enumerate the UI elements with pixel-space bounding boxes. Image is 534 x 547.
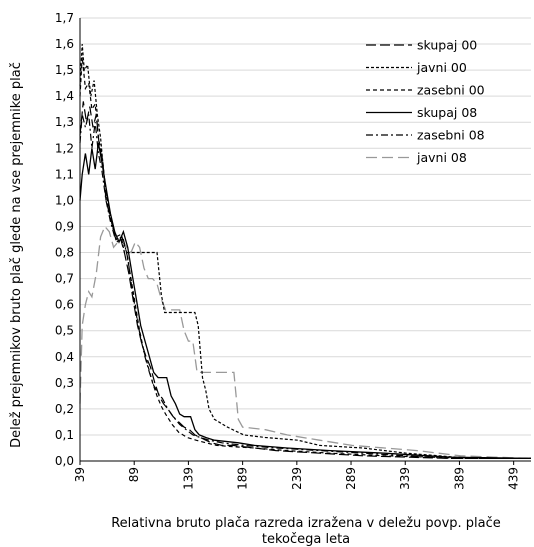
- y-tick-label: 1,3: [55, 115, 74, 129]
- y-tick-label: 1,6: [55, 37, 74, 51]
- y-tick-label: 0,6: [55, 298, 74, 312]
- legend-label: javni 00: [416, 60, 467, 75]
- x-tick-label: 39: [73, 467, 87, 482]
- x-tick-label: 289: [344, 467, 358, 490]
- legend-label: zasebni 00: [417, 83, 485, 98]
- x-axis-title-line-1: Relativna bruto plača razreda izražena v…: [111, 516, 501, 531]
- legend-label: skupaj 08: [417, 105, 477, 120]
- x-tick-label: 339: [398, 467, 412, 490]
- y-axis-title: Delež prejemnikov bruto plač glede na vs…: [9, 62, 24, 448]
- x-tick-label: 89: [127, 467, 141, 482]
- x-tick-label: 139: [181, 467, 195, 490]
- y-tick-label: 1,4: [55, 89, 74, 103]
- y-tick-label: 0,4: [55, 350, 74, 364]
- y-tick-label: 0,8: [55, 246, 74, 260]
- x-tick-label: 239: [290, 467, 304, 490]
- y-tick-label: 1,7: [55, 11, 74, 25]
- legend-label: javni 08: [416, 150, 467, 165]
- y-tick-label: 1,1: [55, 167, 74, 181]
- y-tick-label: 0,2: [55, 402, 74, 416]
- x-tick-labels: 39 89 139 189 239 289 339 389 439: [73, 461, 521, 490]
- y-tick-label: 1,5: [55, 63, 74, 77]
- y-tick-label: 0,9: [55, 219, 74, 233]
- y-tick-label: 0,5: [55, 324, 74, 338]
- x-axis-title-line-2: tekočega leta: [262, 532, 350, 547]
- legend-label: zasebni 08: [417, 128, 485, 143]
- y-tick-label: 1,2: [55, 141, 74, 155]
- gridlines: [80, 17, 531, 436]
- legend-label: skupaj 00: [417, 38, 477, 53]
- series-line-skupaj-08: [79, 142, 532, 460]
- x-tick-label: 439: [507, 467, 521, 490]
- series-line-javni-08: [79, 225, 532, 460]
- axes: [79, 18, 531, 462]
- y-tick-label: 0,1: [55, 428, 74, 442]
- series-line-zasebni-08: [79, 114, 531, 459]
- y-tick-label: 0,7: [55, 272, 74, 286]
- series-line-javni-00: [79, 44, 531, 459]
- y-tick-label: 1,0: [55, 193, 74, 207]
- x-tick-label: 189: [236, 467, 250, 490]
- legend: skupaj 00 javni 00 zasebni 00 skupaj 08 zase…: [366, 38, 485, 165]
- y-tick-label: 0,0: [55, 454, 74, 468]
- series-lines: [79, 44, 532, 460]
- x-tick-label: 389: [452, 467, 466, 490]
- y-tick-label: 0,3: [55, 376, 74, 390]
- y-tick-labels: 0,0 0,1 0,2 0,3 0,4 0,5 0,6 0,7 0,8 0,9 1,0 1,1 1,2 1…: [55, 11, 74, 468]
